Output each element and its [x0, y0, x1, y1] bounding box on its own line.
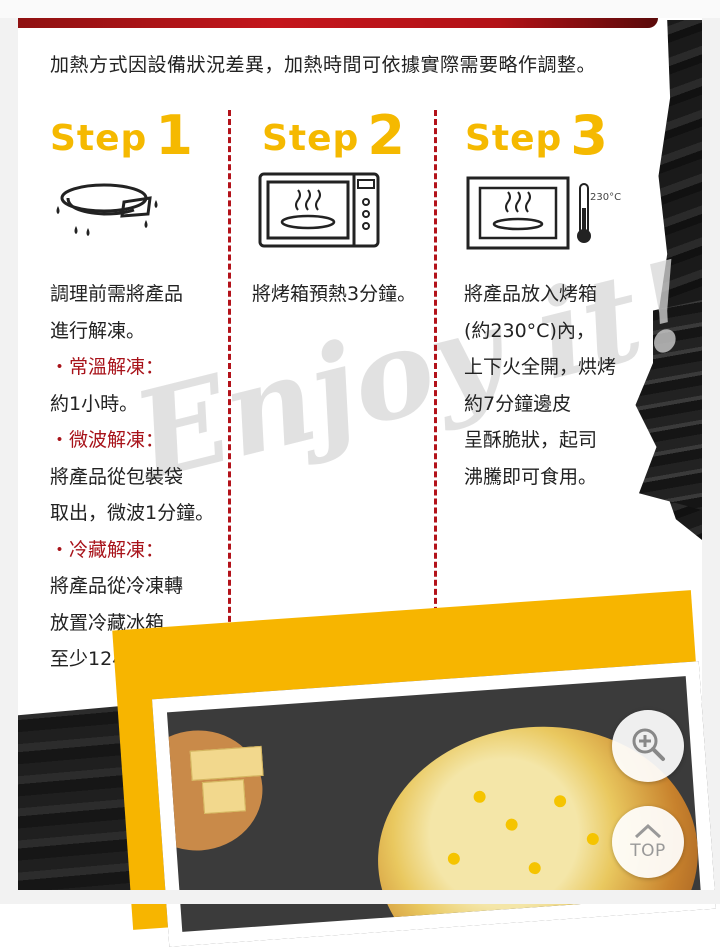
page-margin-left: [0, 18, 18, 904]
dashed-divider-2: [434, 110, 437, 640]
step-1-line: 將產品從包裝袋: [50, 465, 184, 488]
zoom-in-icon: [629, 725, 667, 767]
thaw-method-microwave: ・微波解凍：: [50, 429, 165, 451]
cheese-block: [189, 745, 264, 781]
back-to-top-button[interactable]: TOP: [612, 806, 684, 878]
step-3-title: Step 3: [465, 104, 609, 167]
step-2-line: 將烤箱預熱3分鐘。: [252, 283, 417, 305]
step-2-title: Step 2: [262, 104, 406, 167]
step-3-line: 將產品放入烤箱: [464, 283, 598, 305]
oven-thermometer-icon: [466, 174, 626, 258]
step-1-line: 調理前需將產品: [50, 283, 184, 305]
step-1-word: Step: [50, 118, 148, 159]
thaw-icon: [52, 176, 172, 250]
chevron-up-icon: [633, 823, 663, 843]
microwave-icon: [258, 172, 382, 256]
step-1-line: 取出，微波1分鐘。: [50, 502, 215, 524]
step-3-line: (約230°C)內，: [464, 319, 595, 342]
step-3-line: 約7分鐘邊皮: [464, 392, 572, 415]
red-brush-stroke: [18, 18, 658, 28]
step-1-description: 調理前需將產品 進行解凍。 ・常溫解凍： 約1小時。 ・微波解凍： 將產品從包裝…: [50, 276, 214, 678]
step-1-line: 進行解凍。: [50, 319, 146, 342]
step-1-line: 約1小時。: [50, 392, 139, 415]
step-2-description: 將烤箱預熱3分鐘。: [252, 276, 416, 313]
top-label: TOP: [630, 841, 666, 861]
step-3-line: 上下火全開，烘烤: [464, 356, 617, 378]
step-1-title: Step 1: [50, 104, 194, 167]
oven-temp-label: 230°C: [590, 192, 622, 203]
step-3-word: Step: [465, 118, 563, 159]
thaw-method-fridge: ・冷藏解凍：: [50, 538, 165, 561]
step-1-line: 將產品從冷凍轉: [50, 575, 184, 597]
page-margin-right: [702, 18, 720, 904]
step-3-line: 呈酥脆狀，起司: [464, 429, 598, 451]
step-2-word: Step: [262, 118, 360, 159]
step-3-description: 將產品放入烤箱 (約230°C)內， 上下火全開，烘烤 約7分鐘邊皮 呈酥脆狀，…: [464, 276, 616, 495]
heating-notice: 加熱方式因設備狀況差異，加熱時間可依據實際需要略作調整。: [50, 54, 597, 76]
step-3-number: 3: [570, 104, 609, 167]
cheese-block: [201, 779, 247, 815]
top-strip: [0, 0, 720, 18]
page-margin-bottom: [0, 890, 720, 904]
zoom-button[interactable]: [612, 710, 684, 782]
thaw-method-room-temp: ・常溫解凍：: [50, 356, 165, 378]
step-2-number: 2: [367, 104, 406, 167]
dashed-divider-1: [228, 110, 231, 640]
step-3-line: 沸騰即可食用。: [464, 465, 598, 488]
step-1-number: 1: [155, 104, 194, 167]
